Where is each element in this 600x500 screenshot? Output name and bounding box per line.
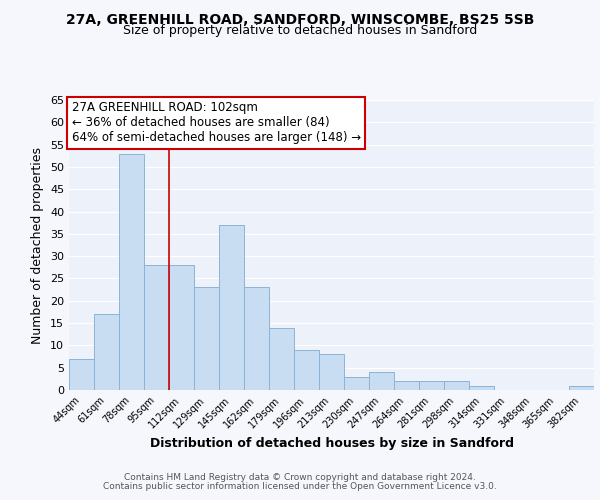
Text: Contains HM Land Registry data © Crown copyright and database right 2024.: Contains HM Land Registry data © Crown c… <box>124 474 476 482</box>
Bar <box>269 328 294 390</box>
Bar <box>294 350 319 390</box>
Bar <box>94 314 119 390</box>
Bar <box>419 381 444 390</box>
Bar <box>219 225 244 390</box>
Text: 27A, GREENHILL ROAD, SANDFORD, WINSCOMBE, BS25 5SB: 27A, GREENHILL ROAD, SANDFORD, WINSCOMBE… <box>66 12 534 26</box>
Text: 27A GREENHILL ROAD: 102sqm
← 36% of detached houses are smaller (84)
64% of semi: 27A GREENHILL ROAD: 102sqm ← 36% of deta… <box>71 102 361 144</box>
Bar <box>469 386 494 390</box>
Bar <box>444 381 469 390</box>
X-axis label: Distribution of detached houses by size in Sandford: Distribution of detached houses by size … <box>149 436 514 450</box>
Bar <box>119 154 144 390</box>
Bar <box>394 381 419 390</box>
Bar <box>69 359 94 390</box>
Text: Contains public sector information licensed under the Open Government Licence v3: Contains public sector information licen… <box>103 482 497 491</box>
Text: Size of property relative to detached houses in Sandford: Size of property relative to detached ho… <box>123 24 477 37</box>
Bar <box>144 265 169 390</box>
Bar <box>194 288 219 390</box>
Bar <box>344 376 369 390</box>
Bar <box>569 386 594 390</box>
Bar <box>244 288 269 390</box>
Bar <box>369 372 394 390</box>
Bar <box>319 354 344 390</box>
Y-axis label: Number of detached properties: Number of detached properties <box>31 146 44 344</box>
Bar <box>169 265 194 390</box>
